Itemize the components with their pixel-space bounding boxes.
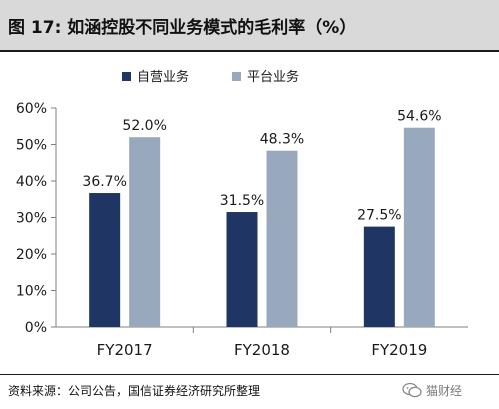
bar-self-operated-fy2018 [226, 212, 258, 327]
y-tick-label: 30% [16, 211, 47, 227]
data-label: 52.0% [122, 118, 166, 134]
x-tick-label: FY2019 [371, 341, 427, 359]
data-label: 31.5% [220, 193, 264, 209]
x-tick-label: FY2017 [97, 341, 153, 359]
y-tick-label: 10% [16, 284, 47, 300]
data-label: 36.7% [82, 174, 126, 190]
bar-chart: 自营业务 平台业务 0% 10% 20% 30% 40% 50% 60% FY2017 36.7% 5… [16, 69, 468, 359]
chart-title: 图 17: 如涵控股不同业务模式的毛利率（%） [8, 18, 357, 38]
data-label: 27.5% [357, 208, 401, 224]
data-label: 54.6% [397, 109, 441, 125]
data-label: 48.3% [260, 132, 304, 148]
watermark: 猫财经 [402, 381, 462, 399]
y-tick-label: 60% [16, 101, 47, 117]
title-bar: 图 17: 如涵控股不同业务模式的毛利率（%） [0, 0, 499, 50]
source-note: 资料来源：公司公告，国信证券经济研究所整理 [8, 384, 261, 398]
bar-platform-fy2019 [403, 127, 435, 328]
title-divider [0, 50, 499, 52]
legend-swatch-1 [122, 72, 131, 81]
y-tick-label: 20% [16, 247, 47, 263]
watermark-label: 猫财经 [426, 383, 463, 398]
bar-self-operated-fy2019 [363, 226, 395, 327]
legend-label-2: 平台业务 [247, 69, 299, 85]
y-tick-label: 0% [25, 320, 47, 336]
wechat-icon [402, 382, 422, 398]
bar-platform-fy2017 [129, 137, 161, 327]
y-tick-label: 50% [16, 138, 47, 154]
x-tick-label: FY2018 [234, 341, 290, 359]
bar-platform-fy2018 [266, 150, 298, 327]
bar-self-operated-fy2017 [89, 193, 121, 327]
legend-swatch-2 [232, 72, 241, 81]
y-tick-label: 40% [16, 174, 47, 190]
legend-label-1: 自营业务 [137, 69, 189, 85]
source-divider [0, 374, 499, 375]
